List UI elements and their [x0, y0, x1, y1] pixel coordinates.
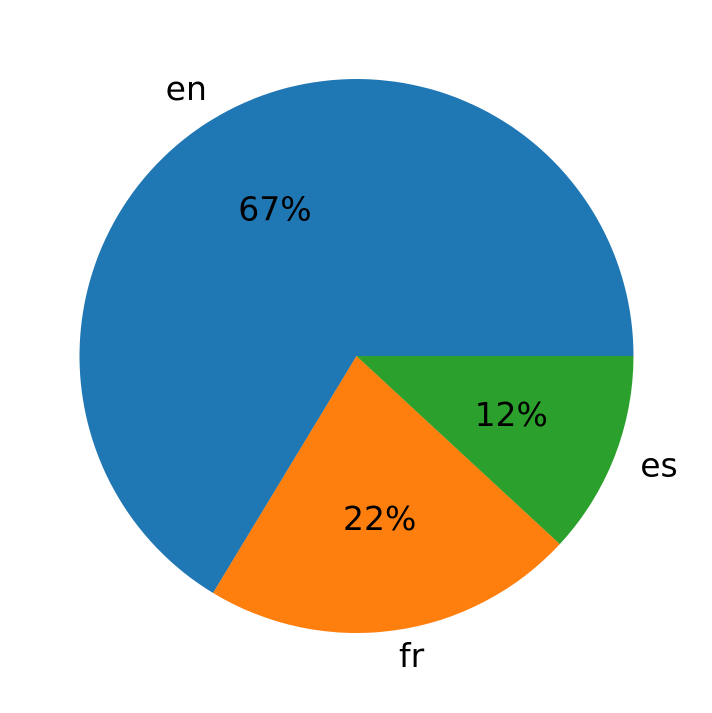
category-label-es: es — [640, 446, 678, 485]
percent-label-fr: 22% — [343, 499, 416, 538]
category-label-en: en — [166, 69, 207, 108]
percent-label-es: 12% — [475, 395, 548, 434]
pie-slice-en — [79, 78, 634, 593]
percent-label-en: 67% — [238, 190, 311, 229]
pie-slice-es — [356, 356, 634, 545]
pie-slice-fr — [213, 356, 560, 633]
pie-labels: en 67% fr 22% es 12% — [166, 69, 678, 675]
pie-slices — [79, 78, 634, 633]
category-label-fr: fr — [399, 636, 425, 675]
